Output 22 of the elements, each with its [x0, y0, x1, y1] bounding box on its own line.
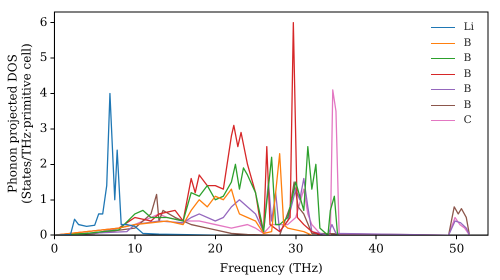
- y-tick-label: 1: [40, 192, 48, 206]
- x-axis-title: Frequency (THz): [220, 260, 323, 275]
- legend-label: C: [464, 113, 472, 128]
- y-tick-label: 3: [40, 121, 48, 136]
- legend-label: B: [464, 36, 472, 50]
- legend-label: Li: [464, 20, 474, 35]
- x-tick-label: 50: [448, 242, 464, 256]
- x-tick-label: 0: [50, 242, 58, 256]
- x-tick-label: 40: [368, 242, 384, 256]
- x-tick-label: 10: [127, 242, 143, 256]
- legend-label: B: [464, 66, 472, 82]
- y-tick-label: 2: [40, 156, 48, 170]
- legend-label: B: [464, 82, 472, 97]
- x-tick-label: 20: [208, 242, 223, 256]
- x-tick-label: 30: [288, 242, 304, 256]
- y-tick-label: 5: [40, 50, 48, 64]
- y-tick-label: 0: [40, 227, 48, 242]
- legend-label: B: [464, 98, 472, 112]
- y-axis-title: Phonon projected DOS (States/THz·primitive cell): [5, 43, 34, 204]
- y-tick-label: 4: [40, 86, 48, 100]
- y-tick-label: 6: [40, 14, 48, 29]
- legend-label: B: [464, 51, 472, 66]
